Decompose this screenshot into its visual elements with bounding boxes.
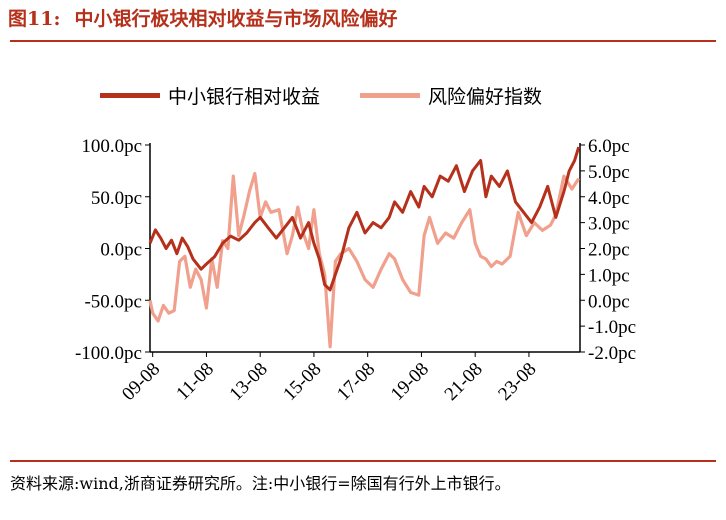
- y-left-tick-label: -50.0pc: [84, 291, 142, 312]
- y-right-tick-label: 5.0pc: [588, 162, 630, 183]
- y-left-tick-label: 100.0pc: [81, 136, 142, 157]
- x-tick-label: 17-08: [333, 359, 379, 405]
- series-line-risk-appetite: [148, 171, 581, 349]
- legend-swatch-risk-appetite: [360, 93, 421, 98]
- y-right-tick-label: 4.0pc: [588, 188, 630, 209]
- figure-title: 中小银行板块相对收益与市场风险偏好: [74, 8, 398, 30]
- x-tick-label: 19-08: [387, 359, 433, 405]
- chart-title: 图11: 中小银行板块相对收益与市场风险偏好: [8, 4, 397, 31]
- y-left-tick-label: 0.0pc: [100, 240, 142, 261]
- legend-label-risk-appetite: 风险偏好指数: [428, 86, 543, 108]
- y-left-tick-label: 50.0pc: [91, 188, 142, 209]
- x-tick-label: 15-08: [279, 359, 325, 405]
- x-tick-label: 13-08: [226, 359, 272, 405]
- x-tick-label: 11-08: [172, 359, 218, 405]
- figure-number: 图11:: [8, 8, 61, 30]
- footer-rule: [10, 460, 716, 462]
- source-note: 资料来源:wind,浙商证券研究所。注:中小银行=除国有行外上市银行。: [10, 474, 511, 493]
- title-rule: [10, 40, 716, 42]
- legend-item-relative-return: 中小银行相对收益: [100, 82, 320, 109]
- y-right-tick-label: 6.0pc: [588, 136, 630, 157]
- legend-label-relative-return: 中小银行相对收益: [168, 86, 321, 108]
- y-right-tick-label: 0.0pc: [588, 291, 630, 312]
- legend-item-risk-appetite: 风险偏好指数: [360, 82, 542, 109]
- x-tick-label: 09-08: [118, 359, 164, 405]
- y-right-tick-label: 1.0pc: [588, 265, 630, 286]
- y-right-tick-label: -1.0pc: [588, 317, 636, 338]
- x-tick-label: 21-08: [441, 359, 487, 405]
- y-right-tick-label: -2.0pc: [588, 343, 636, 364]
- y-left-tick-label: -100.0pc: [75, 343, 142, 364]
- legend-swatch-relative-return: [100, 93, 160, 98]
- legend: 中小银行相对收益 风险偏好指数: [100, 82, 582, 109]
- y-right-tick-label: 2.0pc: [588, 240, 630, 261]
- x-tick-label: 23-08: [494, 359, 540, 405]
- y-right-tick-label: 3.0pc: [588, 214, 630, 235]
- series-line-relative-return: [148, 146, 581, 292]
